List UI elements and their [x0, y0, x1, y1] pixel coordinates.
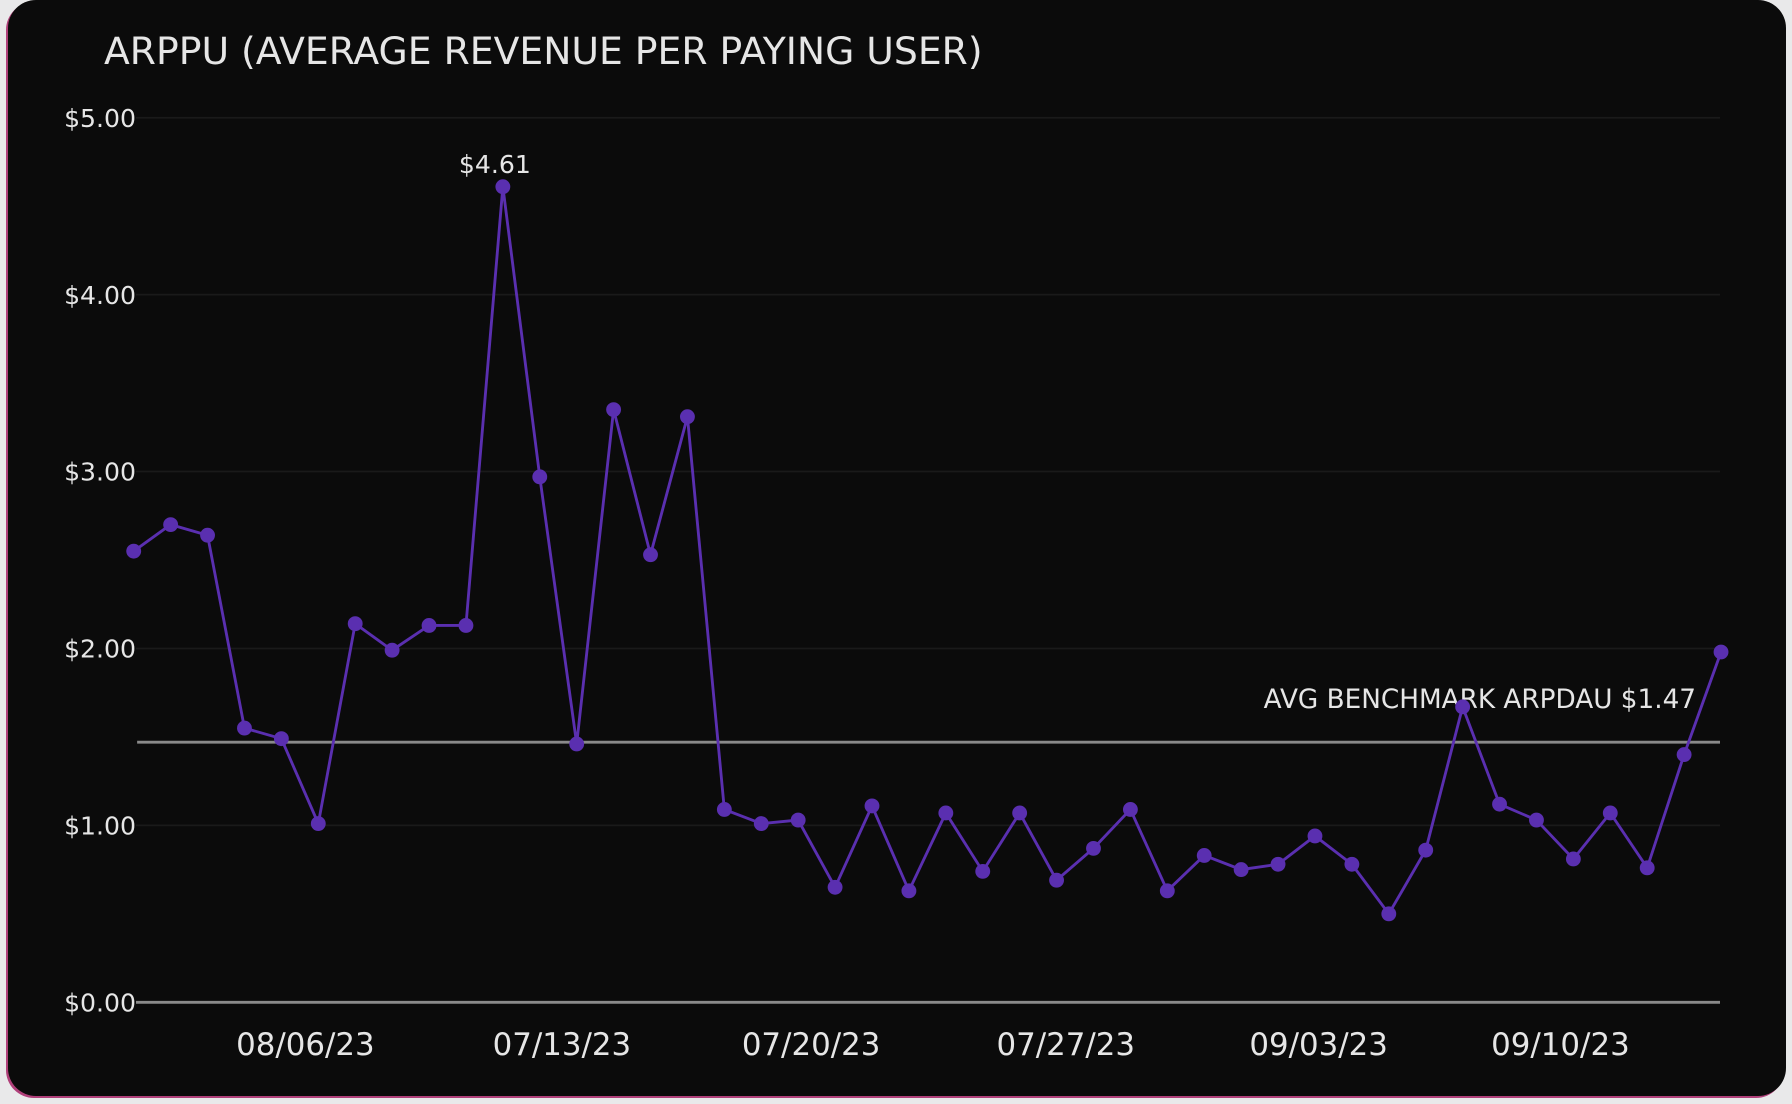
data-point [827, 879, 843, 895]
data-point [237, 720, 252, 736]
x-tick-label: 07/13/23 [493, 1027, 632, 1063]
data-point [790, 812, 806, 828]
data-point [1159, 883, 1175, 899]
data-point [1602, 805, 1618, 821]
data-point [1639, 860, 1655, 876]
data-point [1381, 906, 1397, 922]
data-point [938, 805, 954, 821]
data-point [680, 409, 695, 425]
data-point [1713, 644, 1729, 660]
data-point [1455, 699, 1471, 715]
data-point [643, 547, 658, 563]
data-point [458, 618, 474, 633]
data-point [569, 736, 585, 752]
y-tick-label: $0.00 [64, 988, 136, 1017]
data-point [716, 802, 732, 817]
data-point [384, 642, 400, 658]
data-point [1344, 856, 1360, 872]
x-tick-label: 07/20/23 [742, 1027, 881, 1063]
data-point [1565, 851, 1581, 867]
data-point [1086, 840, 1101, 856]
data-point [200, 527, 215, 543]
data-point [1307, 828, 1323, 844]
chart-card: ARPPU (AVERAGE REVENUE PER PAYING USER) … [8, 0, 1786, 1096]
data-point [901, 883, 917, 899]
data-point [163, 517, 179, 533]
data-point [975, 863, 991, 879]
y-tick-label: $3.00 [64, 458, 136, 487]
data-point [1012, 805, 1028, 821]
chart-title: ARPPU (AVERAGE REVENUE PER PAYING USER) [104, 29, 983, 73]
data-point [310, 816, 326, 832]
data-point [864, 798, 880, 814]
data-point [1196, 848, 1212, 863]
arppu-line-chart: ARPPU (AVERAGE REVENUE PER PAYING USER) … [64, 29, 1729, 1063]
y-tick-label: $2.00 [64, 635, 136, 664]
series-line [132, 186, 1723, 917]
peak-data-label: $4.61 [459, 150, 531, 179]
data-point [1122, 802, 1138, 817]
x-tick-label: 07/27/23 [997, 1027, 1136, 1063]
data-point [421, 618, 437, 633]
data-point [1529, 812, 1544, 828]
data-point [495, 179, 511, 195]
y-tick-label: $1.00 [64, 812, 136, 841]
data-point [273, 731, 289, 747]
data-point [1676, 747, 1692, 763]
data-point [753, 816, 769, 832]
data-point [126, 543, 142, 559]
y-tick-label: $5.00 [64, 104, 136, 133]
benchmark-label: AVG BENCHMARK ARPDAU $1.47 [1264, 685, 1696, 715]
data-point [1492, 796, 1507, 812]
y-tick-label: $4.00 [64, 281, 136, 310]
x-tick-label: 08/06/23 [236, 1027, 375, 1063]
x-tick-label: 09/10/23 [1491, 1027, 1630, 1063]
data-point [347, 616, 363, 632]
data-point [1418, 842, 1434, 858]
x-tick-label: 09/03/23 [1249, 1027, 1388, 1063]
data-point [1270, 856, 1286, 872]
data-point [1049, 872, 1064, 888]
data-point [1233, 862, 1249, 878]
data-point [606, 402, 622, 418]
data-point [532, 469, 548, 485]
